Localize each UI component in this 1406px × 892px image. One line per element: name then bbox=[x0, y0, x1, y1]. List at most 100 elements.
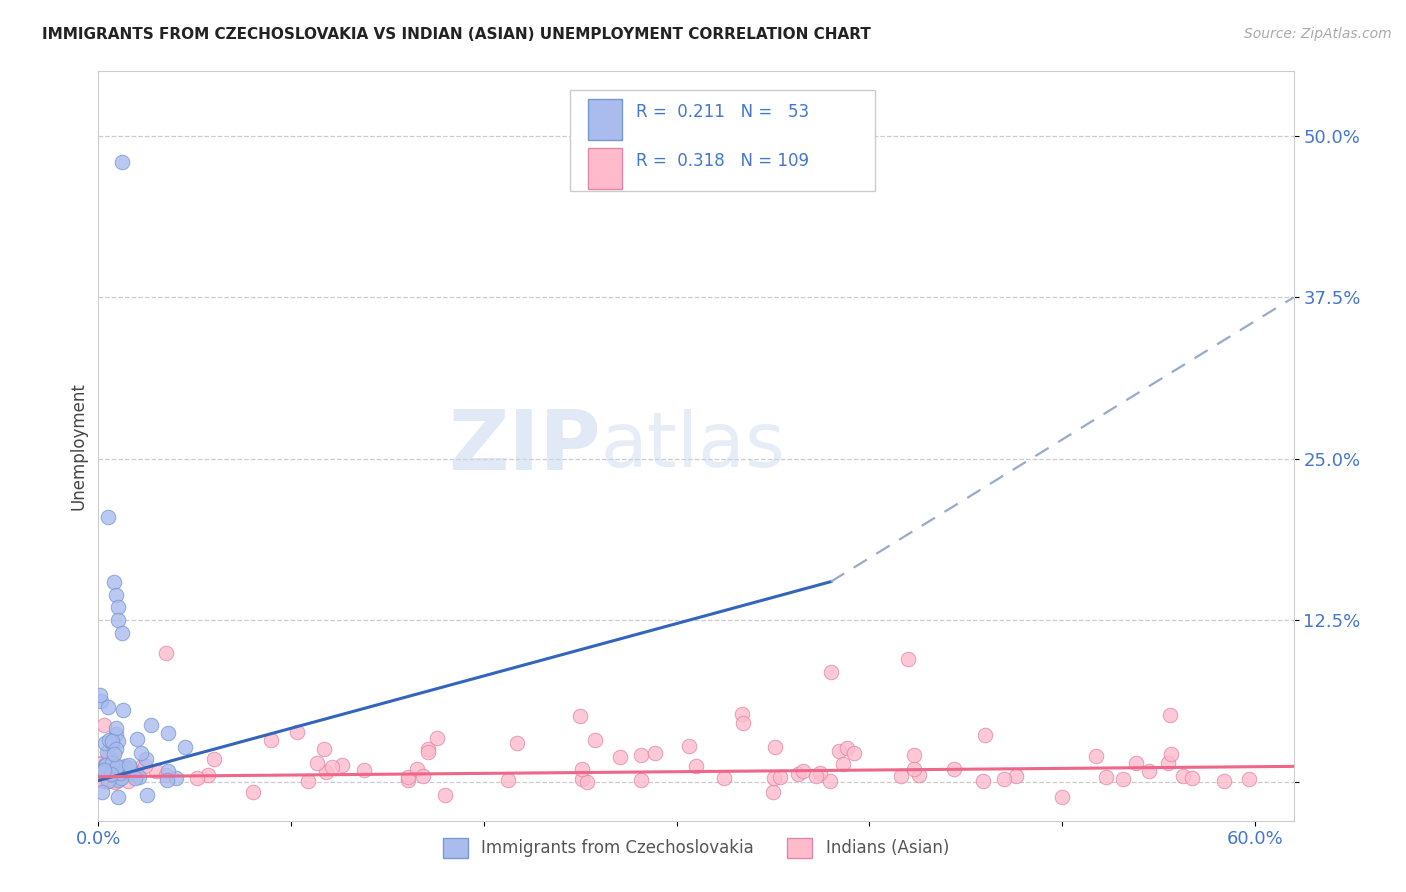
FancyBboxPatch shape bbox=[571, 90, 876, 191]
Point bbox=[713, 772, 735, 786]
Point bbox=[837, 740, 859, 755]
Point bbox=[93, 718, 115, 732]
Point bbox=[1213, 773, 1236, 788]
Point bbox=[842, 747, 865, 761]
Point bbox=[1157, 756, 1180, 770]
Point bbox=[97, 747, 120, 762]
Point bbox=[1005, 769, 1028, 783]
Point bbox=[98, 750, 121, 764]
Point bbox=[890, 769, 912, 783]
Y-axis label: Unemployment: Unemployment bbox=[69, 382, 87, 510]
Point bbox=[117, 774, 139, 789]
Point bbox=[321, 760, 343, 774]
Point bbox=[111, 702, 134, 716]
Point bbox=[107, 733, 129, 747]
Point bbox=[396, 770, 419, 784]
Point bbox=[104, 774, 127, 789]
Point bbox=[1173, 769, 1195, 783]
Point bbox=[730, 707, 752, 722]
Point bbox=[100, 766, 122, 780]
Point bbox=[105, 766, 128, 780]
Point bbox=[101, 768, 124, 782]
Point bbox=[97, 700, 120, 714]
Point bbox=[792, 764, 814, 778]
Point bbox=[943, 762, 966, 776]
Point bbox=[1160, 747, 1182, 761]
Point bbox=[90, 694, 112, 708]
Point bbox=[583, 733, 606, 747]
Point bbox=[118, 758, 141, 772]
Point bbox=[1095, 770, 1118, 784]
Point bbox=[103, 770, 125, 784]
Point bbox=[120, 765, 142, 780]
Point bbox=[993, 772, 1015, 786]
Point bbox=[135, 788, 157, 802]
Point bbox=[156, 726, 179, 740]
Point bbox=[105, 759, 128, 773]
Point bbox=[94, 758, 117, 772]
Point bbox=[285, 725, 308, 739]
Point bbox=[307, 756, 329, 770]
Point bbox=[818, 774, 841, 789]
Point bbox=[1159, 707, 1181, 722]
Point bbox=[202, 752, 225, 766]
Point bbox=[1050, 790, 1073, 805]
Point bbox=[903, 762, 925, 776]
Point bbox=[974, 729, 997, 743]
Point bbox=[96, 756, 118, 771]
Point bbox=[93, 768, 115, 782]
Bar bbox=[589, 148, 621, 189]
Point bbox=[104, 727, 127, 741]
Point bbox=[96, 773, 118, 788]
Point bbox=[97, 767, 120, 781]
Point bbox=[644, 747, 666, 761]
Point bbox=[197, 768, 219, 782]
Point bbox=[120, 761, 142, 775]
Text: atlas: atlas bbox=[600, 409, 785, 483]
Text: Source: ZipAtlas.com: Source: ZipAtlas.com bbox=[1244, 27, 1392, 41]
Text: ZIP: ZIP bbox=[449, 406, 600, 486]
Point bbox=[576, 774, 599, 789]
Point bbox=[733, 716, 755, 731]
Point bbox=[260, 733, 283, 747]
Point bbox=[242, 785, 264, 799]
Point bbox=[1137, 764, 1160, 778]
Point bbox=[806, 769, 828, 783]
Text: R =  0.318   N = 109: R = 0.318 N = 109 bbox=[637, 152, 810, 169]
Point bbox=[101, 733, 124, 747]
Point bbox=[98, 733, 121, 747]
Point bbox=[1237, 772, 1260, 786]
Point bbox=[506, 736, 529, 750]
Point bbox=[105, 759, 128, 773]
Point bbox=[89, 688, 111, 702]
Point bbox=[107, 773, 129, 788]
Point bbox=[820, 665, 842, 679]
Point bbox=[412, 769, 434, 783]
Point bbox=[972, 774, 994, 789]
Text: R =  0.211   N =   53: R = 0.211 N = 53 bbox=[637, 103, 810, 120]
Point bbox=[406, 762, 429, 776]
Point bbox=[155, 767, 177, 781]
Point bbox=[100, 736, 122, 750]
Point bbox=[145, 764, 167, 779]
Point bbox=[110, 154, 132, 169]
Point bbox=[93, 764, 115, 778]
Point bbox=[297, 773, 319, 788]
Point bbox=[97, 510, 120, 524]
Point bbox=[96, 774, 118, 789]
Point bbox=[110, 765, 132, 780]
Bar bbox=[589, 99, 621, 140]
Point bbox=[416, 745, 439, 759]
Point bbox=[156, 772, 179, 787]
Point bbox=[101, 756, 124, 770]
Point bbox=[434, 788, 457, 802]
Point bbox=[114, 759, 136, 773]
Point bbox=[155, 646, 177, 660]
Point bbox=[94, 736, 117, 750]
Point bbox=[125, 765, 148, 780]
Point bbox=[762, 785, 785, 799]
Point bbox=[94, 774, 117, 789]
Point bbox=[91, 764, 114, 779]
Point bbox=[678, 739, 700, 754]
Point bbox=[1181, 772, 1204, 786]
